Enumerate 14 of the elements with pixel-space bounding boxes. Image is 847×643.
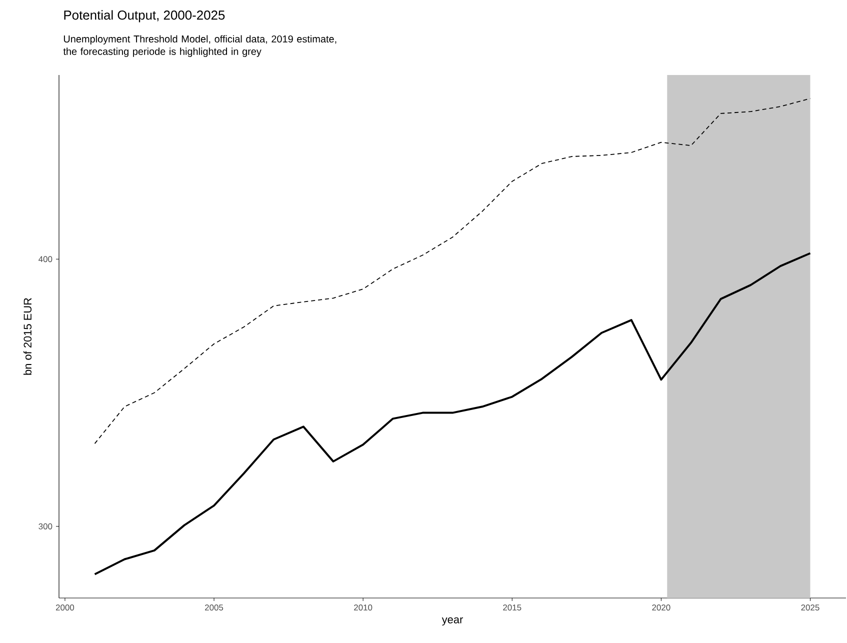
x-tick-label: 2020 [652,604,670,611]
line-series [94,252,812,576]
chart-subtitle: Unemployment Threshold Model, official data, 2019 estimate, the forecasting periode is highlighted in grey [63,35,336,57]
x-tick-label: 2005 [205,604,224,611]
y-tick-label: 400 [38,256,52,262]
x-tick-label: 2015 [503,604,522,611]
y-axis-title: bn of 2015 EUR [23,298,32,375]
line-series [94,98,811,444]
chart-title: Potential Output, 2000-2025 [64,10,225,22]
x-tick-label: 2010 [354,604,372,611]
x-axis-title: year [442,617,463,626]
x-tick-label: 2000 [56,604,74,611]
x-tick-label: 2025 [801,604,820,611]
y-tick-label: 300 [38,523,52,530]
